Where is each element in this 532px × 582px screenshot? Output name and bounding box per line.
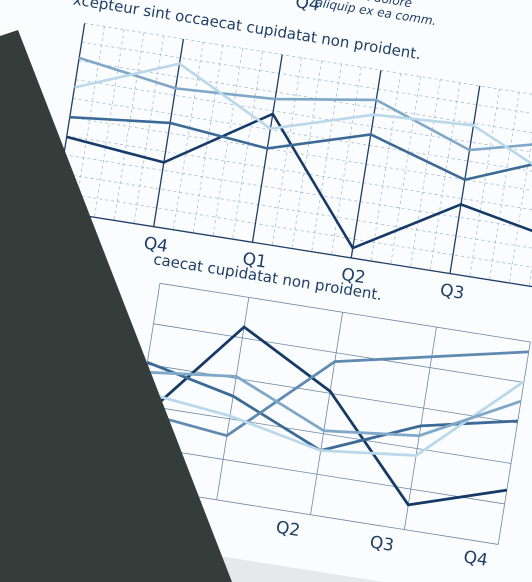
minor-grid	[94, 29, 125, 218]
grid-line	[140, 404, 512, 464]
tick-label: Q4	[142, 233, 169, 257]
grid-line	[403, 327, 437, 530]
minor-grid	[390, 76, 421, 265]
minor-grid	[508, 95, 532, 284]
series-line	[137, 325, 508, 507]
minor-grid	[410, 79, 441, 268]
grid-line	[153, 323, 524, 383]
grid-line	[497, 341, 531, 545]
minor-grid	[489, 92, 520, 280]
series-line	[142, 380, 525, 457]
series-line	[78, 56, 532, 152]
tick-label: Q1	[241, 249, 268, 273]
series-line	[66, 112, 532, 250]
series-line	[145, 370, 522, 438]
dark-overlay	[0, 30, 232, 582]
minor-grid	[69, 116, 532, 196]
major-grid	[350, 70, 382, 259]
minor-grid	[57, 191, 532, 271]
minor-grid	[63, 154, 532, 234]
tick-label: Q2	[274, 518, 301, 542]
tick-label: Q4	[462, 547, 489, 571]
minor-grid	[72, 98, 532, 177]
minor-grid	[192, 45, 224, 233]
minor-grid	[81, 41, 532, 121]
minor-grid	[370, 73, 402, 262]
minor-grid	[331, 67, 362, 255]
grid-line	[134, 444, 505, 505]
minor-grid	[212, 48, 244, 237]
minor-grid	[173, 42, 204, 230]
tick-label: Q3	[439, 280, 466, 304]
minor-grid	[271, 57, 303, 246]
minor-grid	[66, 135, 532, 215]
minor-grid	[74, 26, 105, 215]
major-grid	[153, 38, 185, 227]
minor-grid	[429, 82, 461, 271]
series-line	[139, 350, 529, 438]
minor-grid	[60, 173, 532, 253]
minor-grid	[232, 51, 263, 240]
tick-label: Q3	[368, 532, 395, 556]
minor-grid	[291, 60, 323, 249]
grid-line	[159, 282, 531, 343]
minor-grid	[113, 32, 145, 221]
tick-label: Q4	[294, 0, 321, 16]
grid-line	[310, 312, 344, 515]
minor-grid	[78, 60, 532, 140]
minor-grid	[469, 88, 500, 277]
series-line	[74, 62, 532, 187]
minor-grid	[84, 22, 532, 102]
minor-grid	[75, 79, 532, 159]
header-line: e et dolore	[347, 0, 413, 10]
tick-label: Q2	[340, 265, 367, 289]
minor-grid	[311, 63, 342, 252]
grid-line	[216, 297, 250, 500]
series-line	[69, 115, 532, 182]
axis	[54, 210, 532, 290]
